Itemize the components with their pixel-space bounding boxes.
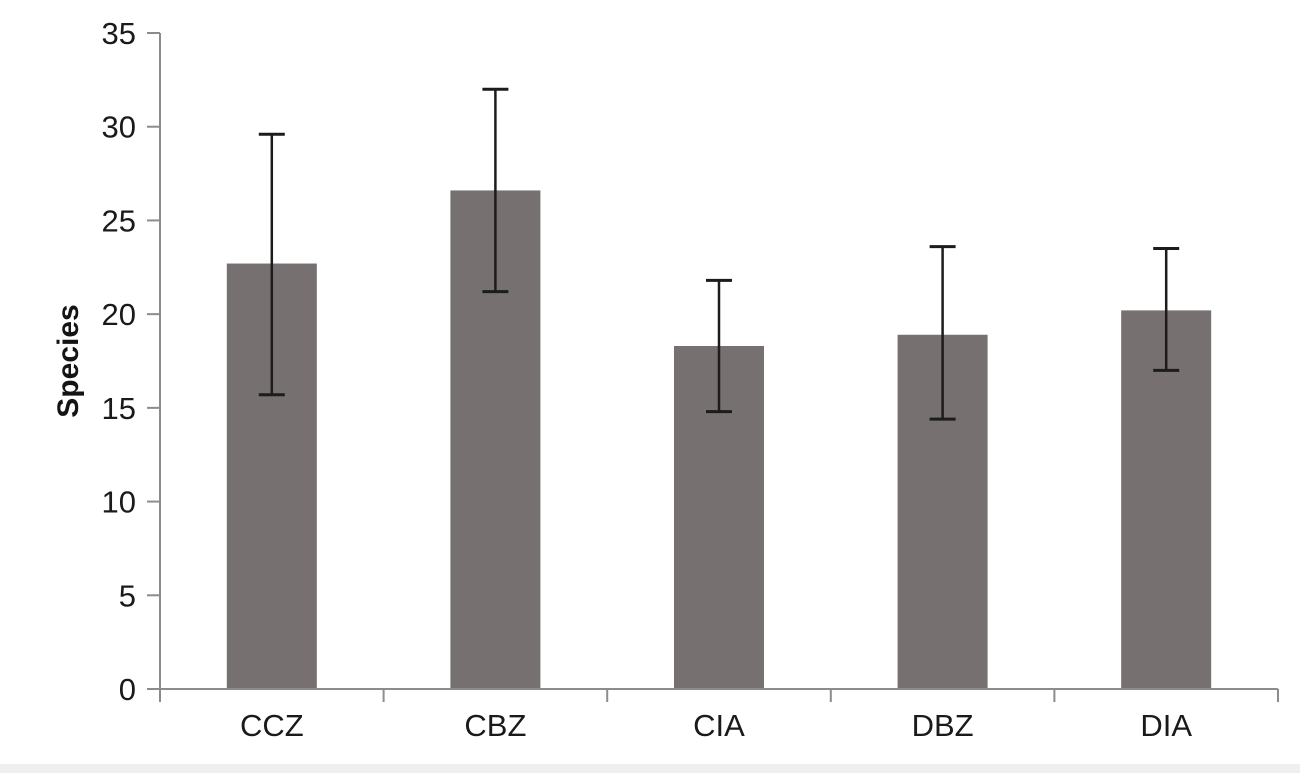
y-tick-label: 5 xyxy=(119,578,136,613)
y-tick-label: 30 xyxy=(102,110,136,145)
x-category-label: DIA xyxy=(1140,708,1192,743)
axes-layer: CCZ CBZ CIA DBZ DIA 0 5 10 15 20 25 30 35 xyxy=(102,16,1279,743)
y-tick-label: 10 xyxy=(102,485,136,520)
error-bar-cia xyxy=(706,278,732,414)
error-bar-ccz xyxy=(258,132,285,397)
error-bar-dbz xyxy=(929,245,956,421)
y-tick-label: 15 xyxy=(102,391,136,426)
y-axis-title: Species xyxy=(52,304,85,417)
y-tick-label: 35 xyxy=(102,16,136,51)
y-tick-label: 0 xyxy=(119,672,136,707)
bar-dia xyxy=(1121,310,1212,689)
error-bar-dia xyxy=(1153,247,1180,372)
y-tick-label: 25 xyxy=(102,203,136,238)
x-category-label: DBZ xyxy=(912,708,974,743)
x-category-label: CCZ xyxy=(240,708,304,743)
error-bar-cbz xyxy=(482,87,509,294)
bars-layer xyxy=(0,190,1300,773)
x-category-label: CBZ xyxy=(464,708,526,743)
x-category-label: CIA xyxy=(693,708,745,743)
bottom-edge-strip xyxy=(0,764,1300,773)
error-bars-layer xyxy=(258,87,1180,421)
y-tick-label: 20 xyxy=(102,297,136,332)
